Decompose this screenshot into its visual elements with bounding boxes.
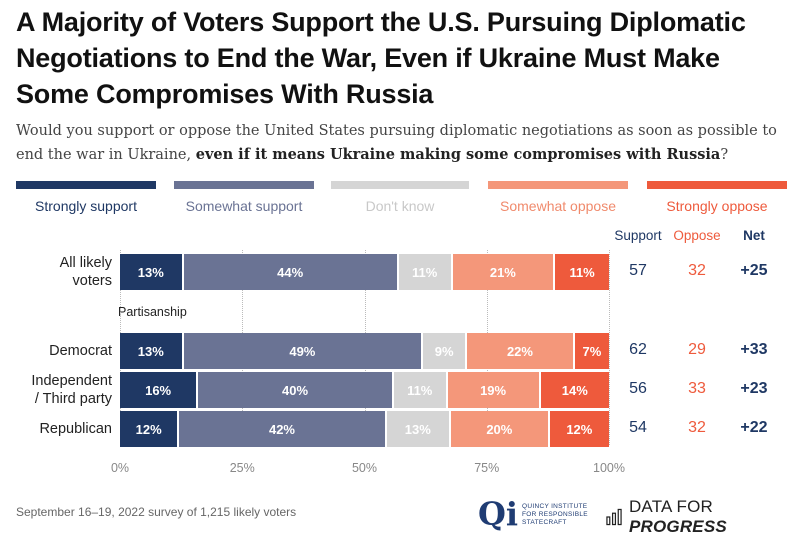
data-for-progress-logo: DATA FOR PROGRESS: [606, 497, 805, 536]
x-tick-label: 75%: [474, 461, 500, 475]
legend-swatch: [331, 181, 469, 189]
support-value: 62: [629, 341, 647, 358]
qi-line-1: QUINCY INSTITUTE: [522, 503, 588, 510]
support-value: 54: [629, 419, 647, 436]
row-label: Democrat: [49, 343, 112, 359]
legend-label: Somewhat oppose: [500, 198, 616, 214]
bar-segment: 14%: [540, 372, 609, 408]
support-value: 56: [629, 380, 647, 397]
legend-label: Don't know: [365, 198, 435, 214]
legend-item: Strongly oppose: [647, 181, 787, 221]
oppose-value: 32: [688, 262, 706, 279]
net-value: +22: [740, 419, 768, 436]
oppose-header: Oppose: [673, 228, 721, 243]
bar-segment: 12%: [120, 411, 180, 447]
bar-segment: 12%: [549, 411, 609, 447]
row-label: Republican: [39, 421, 112, 437]
oppose-value: 29: [688, 341, 706, 358]
x-tick-label: 50%: [351, 461, 378, 475]
bar-segment: 11%: [398, 254, 453, 290]
legend-swatch: [16, 181, 156, 189]
bar-segment: 11%: [555, 254, 609, 290]
net-value: +33: [740, 341, 768, 358]
net-header: Net: [743, 228, 765, 243]
bar-segment: 40%: [198, 372, 394, 408]
oppose-value: 33: [688, 380, 706, 397]
bar-segment: 16%: [120, 372, 199, 408]
row-label: Independent / Third party: [31, 373, 112, 407]
bar-segment: 49%: [183, 333, 424, 369]
qi-line-2: FOR RESPONSIBLE: [522, 511, 588, 518]
legend-swatch: [647, 181, 787, 189]
bar-segment: 13%: [386, 411, 451, 447]
support-value: 57: [629, 262, 647, 279]
bar-segment: 19%: [447, 372, 541, 408]
bar-segment: 9%: [423, 333, 468, 369]
bar-segment: 13%: [120, 254, 184, 290]
legend-swatch: [174, 181, 314, 189]
subtitle-text: Would you support or oppose the United S…: [16, 123, 777, 163]
qi-logo-text: QUINCY INSTITUTE FOR RESPONSIBLE STATECR…: [522, 503, 588, 527]
partisanship-label: Partisanship: [118, 305, 187, 319]
subtitle-emphasis: even if it means Ukraine making some com…: [195, 146, 721, 163]
legend-item: Strongly support: [16, 181, 156, 221]
x-tick-label: 25%: [229, 461, 255, 475]
legend-swatch: [488, 181, 628, 189]
legend-label: Somewhat support: [185, 198, 303, 214]
bar-segment: 42%: [179, 411, 387, 447]
net-value: +25: [740, 262, 768, 279]
quincy-institute-logo: Qi QUINCY INSTITUTE FOR RESPONSIBLE STAT…: [478, 496, 598, 536]
chart-subtitle: Would you support or oppose the United S…: [16, 120, 796, 167]
bar-chart-icon: [606, 508, 622, 526]
gridline: [609, 250, 610, 445]
bar-segment: 13%: [120, 333, 184, 369]
dfp-text: DATA FOR PROGRESS: [629, 497, 805, 537]
net-value: +23: [740, 380, 768, 397]
bar-segment: 21%: [452, 254, 556, 290]
chart-title: A Majority of Voters Support the U.S. Pu…: [16, 7, 746, 109]
bar-segment: 20%: [450, 411, 550, 447]
qi-mark: Qi: [478, 495, 519, 533]
oppose-value: 32: [688, 419, 706, 436]
subtitle-end: ?: [720, 147, 729, 163]
qi-line-3: STATECRAFT: [522, 519, 567, 526]
dfp-italic: PROGRESS: [628, 517, 727, 536]
legend-item: Somewhat oppose: [488, 181, 628, 221]
legend-label: Strongly oppose: [666, 198, 768, 214]
bar-segment: 44%: [183, 254, 399, 290]
bar-segment: 7%: [574, 333, 609, 369]
bar-segment: 22%: [467, 333, 575, 369]
bar-segment: 11%: [393, 372, 448, 408]
x-tick-label: 100%: [593, 461, 625, 475]
legend-item: Somewhat support: [174, 181, 314, 221]
legend-item: Don't know: [331, 181, 469, 221]
footer-note: September 16–19, 2022 survey of 1,215 li…: [16, 505, 297, 519]
dfp-plain: DATA FOR: [628, 497, 714, 516]
x-tick-label: 0%: [110, 461, 130, 475]
legend-label: Strongly support: [35, 198, 137, 214]
support-header: Support: [614, 228, 662, 243]
row-label: All likely voters: [59, 255, 112, 289]
